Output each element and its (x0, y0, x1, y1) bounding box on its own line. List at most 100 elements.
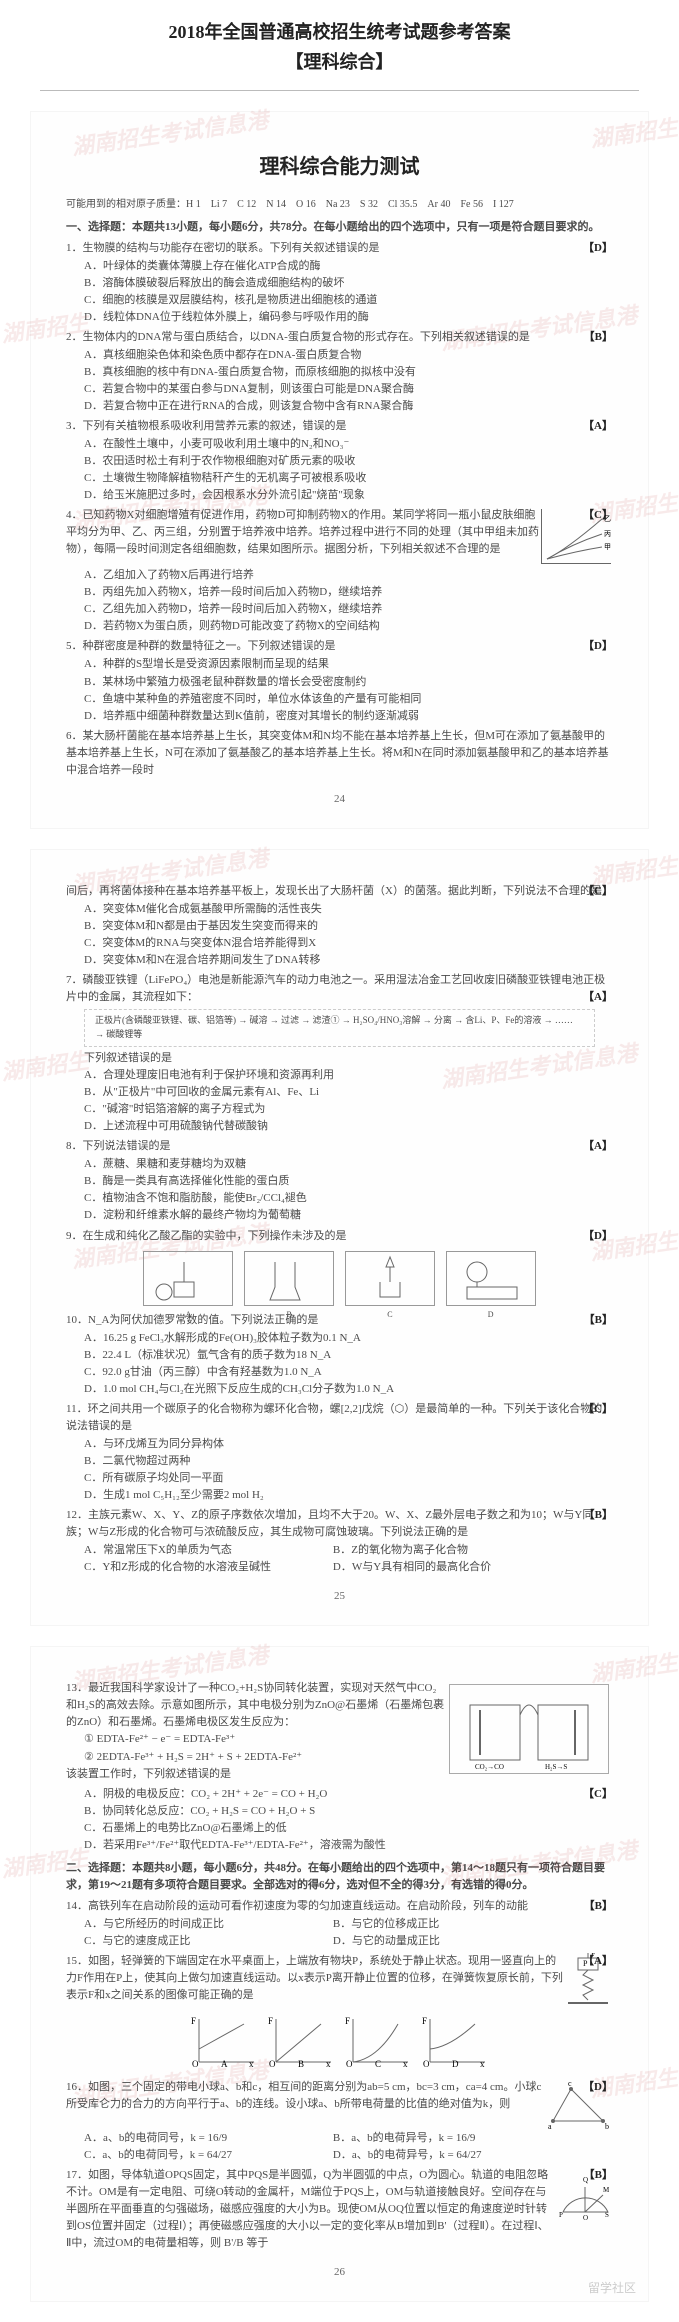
q2: 【B】 2．生物体内的DNA常与蛋白质结合，以DNA-蛋白质复合物的形式存在。下… (66, 329, 613, 346)
q12-b: B．Z的氧化物为离子化合物 (315, 1542, 561, 1559)
svg-text:O: O (583, 2214, 588, 2222)
q7-post: 下列叙述错误的是 (66, 1050, 613, 1067)
header-divider (40, 90, 639, 91)
q12: 【B】 12．主族元素W、X、Y、Z的原子序数依次增加，且均不大于20。W、X、… (66, 1507, 613, 1541)
q12-answer: 【B】 (584, 1507, 613, 1524)
apparatus-a-icon: A (143, 1251, 233, 1306)
svg-text:M: M (603, 2186, 610, 2194)
q11-answer: 【C】 (583, 1401, 613, 1418)
q12-stem: 12．主族元素W、X、Y、Z的原子序数依次增加，且均不大于20。W、X、Z最外层… (66, 1509, 593, 1538)
q13-b: B．协同转化总反应：CO₂ + H₂S = CO + H₂O + S (66, 1803, 613, 1820)
q8-d: D．淀粉和纤维素水解的最终产物均为葡萄糖 (66, 1207, 613, 1224)
q4-graph: 乙 丙 甲 (541, 509, 611, 564)
svg-text:x: x (249, 2059, 254, 2069)
page-1: 湖南招生考试信息港 湖南招生 湖南招生 湖南招生考试信息港 湖南招生考试信息港 … (30, 111, 649, 829)
q7-b: B．从"正极片"中可回收的金属元素有Al、Fe、Li (66, 1084, 613, 1101)
q5-stem: 5．种群密度是种群的数量特征之一。下列叙述错误的是 (66, 640, 336, 652)
q10-d: D．1.0 mol CH₄与Cl₂在光照下反应生成的CH₃Cl分子数为1.0 N… (66, 1381, 613, 1398)
q9: 【D】 9．在生成和纯化乙酸乙酯的实验中，下列操作未涉及的是 (66, 1228, 613, 1245)
apparatus-c-icon: C (345, 1251, 435, 1306)
q6-b: B．突变体M和N都是由于基因发生突变而得来的 (66, 918, 613, 935)
q15-answer: 【A】 (583, 1953, 613, 1970)
q1-stem: 1．生物膜的结构与功能存在密切的联系。下列有关叙述错误的是 (66, 242, 380, 254)
q5-answer: 【D】 (583, 638, 613, 655)
q2-c: C．若复合物中的某蛋白参与DNA复制，则该蛋白可能是DNA聚合酶 (66, 381, 613, 398)
q2-answer: 【B】 (584, 329, 613, 346)
q3-answer: 【A】 (583, 418, 613, 435)
svg-text:D: D (452, 2059, 459, 2069)
q4-stem: 4．已知药物X对细胞增殖有促进作用，药物D可抑制药物X的作用。某同学将同一瓶小鼠… (66, 509, 539, 555)
q16: 【D】 abc 16．如图，三个固定的带电小球a、b和c，相互间的距离分别为ab… (66, 2079, 613, 2129)
sub-title: 【理科综合】 (0, 48, 679, 84)
q17: 【B】 OPQSM 17．如图，导体轨道OPQS固定，其中PQS是半圆弧，Q为半… (66, 2167, 613, 2252)
q7-d: D．上述流程中可用硫酸钠代替碳酸钠 (66, 1118, 613, 1135)
svg-text:O: O (423, 2059, 430, 2069)
q14-a: A．与它所经历的时间成正比 (66, 1916, 312, 1933)
q16-stem: 16．如图，三个固定的带电小球a、b和c，相互间的距离分别为ab=5 cm，bc… (66, 2081, 541, 2110)
q6-c: C．突变体M的RNA与突变体N混合培养能得到X (66, 935, 613, 952)
q11-d: D．生成1 mol C₅H₁₂至少需要2 mol H₂ (66, 1487, 613, 1504)
svg-text:c: c (568, 2079, 572, 2088)
q2-a: A．真核细胞染色体和染色质中都存在DNA-蛋白质复合物 (66, 347, 613, 364)
svg-text:O: O (346, 2059, 353, 2069)
q15-graphs: FxOA FxOB FxOC Fx O D (66, 2012, 613, 2075)
q16-b: B．a、b的电荷异号，k = 16/9 (315, 2130, 561, 2147)
q8-answer: 【A】 (583, 1138, 613, 1155)
q4-d: D．若药物X为蛋白质，则药物D可能改变了药物X的空间结构 (66, 618, 613, 635)
q6-d: D．突变体M和N在混合培养期间发生了DNA转移 (66, 952, 613, 969)
q7-a: A．合理处理废旧电池有利于保护环境和资源再利用 (66, 1067, 613, 1084)
graph-b-icon: FxOB (266, 2014, 336, 2069)
svg-text:O: O (269, 2059, 276, 2069)
svg-text:甲: 甲 (604, 543, 611, 551)
q3-b: B．农田适时松土有利于农作物根细胞对矿质元素的吸收 (66, 453, 613, 470)
svg-text:CO₂→CO: CO₂→CO (475, 1763, 504, 1771)
q10: 【B】 10．N_A为阿伏加德罗常数的值。下列说法正确的是 (66, 1312, 613, 1329)
q1-c: C．细胞的核膜是双层膜结构，核孔是物质进出细胞核的通道 (66, 292, 613, 309)
q4-a: A．乙组加入了药物X后再进行培养 (66, 567, 613, 584)
svg-text:丙: 丙 (604, 530, 611, 538)
q13-a: A．阴极的电极反应：CO₂ + 2H⁺ + 2e⁻ = CO + H₂O (66, 1786, 613, 1803)
q13-answer: 【C】 (583, 1786, 613, 1803)
q9-diagrams: A B C D (66, 1249, 613, 1308)
q11-c: C．所有碳原子均处同一平面 (66, 1470, 613, 1487)
q5-a: A．种群的S型增长是受资源因素限制而呈现的结果 (66, 656, 613, 673)
q6-partial: 6．某大肠杆菌能在基本培养基上生长，其突变体M和N均不能在基本培养基上生长，但M… (66, 728, 613, 779)
atomic-masses: 可能用到的相对原子质量：H 1 Li 7 C 12 N 14 O 16 Na 2… (66, 197, 613, 213)
q4-b: B．丙组先加入药物X，培养一段时间后加入药物D，继续培养 (66, 584, 613, 601)
q1-d: D．线粒体DNA位于线粒体外膜上，编码参与呼吸作用的酶 (66, 309, 613, 326)
graph-a-icon: FxOA (189, 2014, 259, 2069)
q6-a: A．突变体M催化合成氨基酸甲所需酶的活性丧失 (66, 901, 613, 918)
q13-c: C．石墨烯上的电势比ZnO@石墨烯上的低 (66, 1820, 613, 1837)
q12-a: A．常温常压下X的单质为气态 (66, 1542, 312, 1559)
q11-stem: 11．环之间共用一个碳原子的化合物称为螺环化合物，螺[2,2]戊烷（⬡）是最简单… (66, 1403, 602, 1432)
q5-d: D．培养瓶中细菌种群数量达到K值前，密度对其增长的制约逐渐减弱 (66, 708, 613, 725)
svg-text:F: F (345, 2016, 350, 2026)
q4-c: C．乙组先加入药物D，培养一段时间后加入药物X，继续培养 (66, 601, 613, 618)
graph-d-icon: FxOD (420, 2014, 490, 2069)
q10-answer: 【B】 (584, 1312, 613, 1329)
q13: CO₂→CO H₂S→S 13．最近我国科学家设计了一种CO₂+H₂S协同转化装… (66, 1680, 613, 1782)
svg-text:F: F (422, 2016, 427, 2026)
q6-stem: 6．某大肠杆菌能在基本培养基上生长，其突变体M和N均不能在基本培养基上生长，但M… (66, 730, 609, 776)
test-title: 理科综合能力测试 (66, 152, 613, 183)
q14-b: B．与它的位移成正比 (315, 1916, 561, 1933)
q10-b: B．22.4 L（标准状况）氩气含有的质子数为18 N_A (66, 1347, 613, 1364)
svg-text:F: F (191, 2016, 196, 2026)
q10-c: C．92.0 g甘油（丙三醇）中含有羟基数为1.0 N_A (66, 1364, 613, 1381)
q6-cont: 【C】 间后，再将菌体接种在基本培养基平板上，发现长出了大肠杆菌（X）的菌落。据… (66, 883, 613, 900)
page-number: 25 (66, 1588, 613, 1605)
graph-c-icon: FxOC (343, 2014, 413, 2069)
q16-d: D．a、b的电荷异号，k = 64/27 (315, 2147, 561, 2164)
q11-a: A．与环戊烯互为同分异构体 (66, 1436, 613, 1453)
q8-b: B．酶是一类具有高选择催化性能的蛋白质 (66, 1173, 613, 1190)
q16-a: A．a、b的电荷同号，k = 16/9 (66, 2130, 312, 2147)
svg-text:A: A (221, 2059, 228, 2069)
main-title: 2018年全国普通高校招生统考试题参考答案 (0, 0, 679, 48)
q1: 【D】 1．生物膜的结构与功能存在密切的联系。下列有关叙述错误的是 (66, 240, 613, 257)
page-number: 24 (66, 791, 613, 808)
q9-stem: 9．在生成和纯化乙酸乙酯的实验中，下列操作未涉及的是 (66, 1230, 347, 1242)
q7: 【A】 7．磷酸亚铁锂（LiFePO₄）电池是新能源汽车的动力电池之一。采用湿法… (66, 972, 613, 1006)
q14-c: C．与它的速度成正比 (66, 1933, 312, 1950)
q5-b: B．某林场中繁殖力极强老鼠种群数量的增长会受密度制约 (66, 674, 613, 691)
q16-answer: 【D】 (583, 2079, 613, 2096)
